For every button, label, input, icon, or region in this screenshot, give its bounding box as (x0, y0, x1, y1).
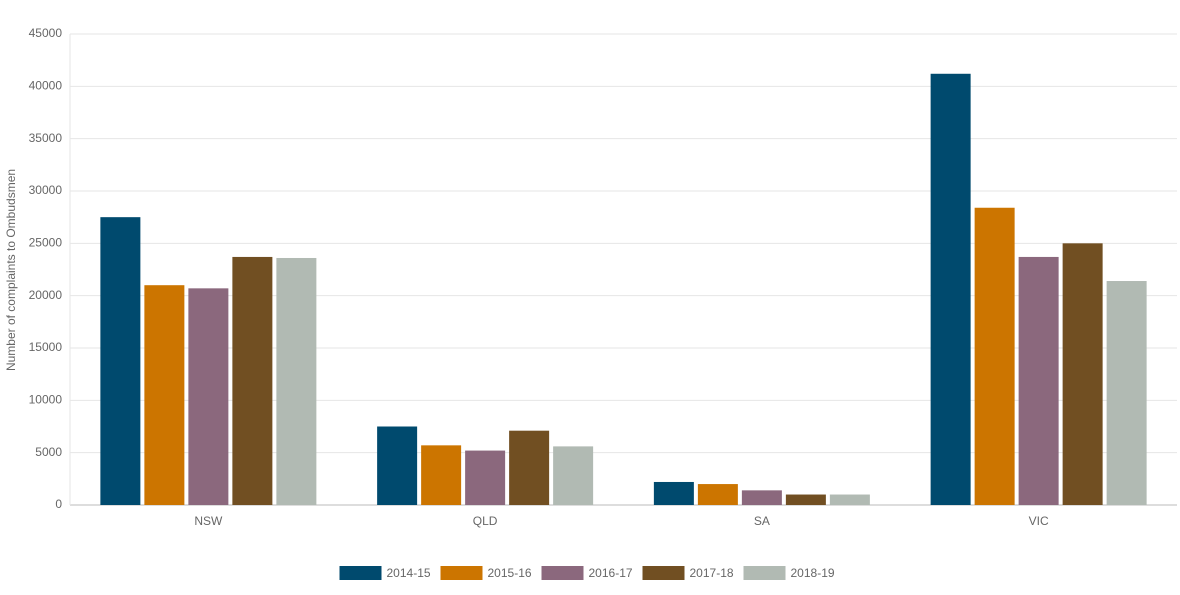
y-tick-label: 10000 (29, 393, 63, 407)
legend-label: 2015-16 (488, 566, 532, 580)
bar (829, 494, 870, 505)
y-axis-label: Number of complaints to Ombudsmen (4, 169, 18, 371)
bar (188, 288, 229, 505)
y-tick-label: 15000 (29, 340, 63, 354)
bar (100, 217, 141, 505)
bar (785, 494, 826, 505)
y-tick-label: 35000 (29, 131, 63, 145)
y-tick-label: 40000 (29, 79, 63, 93)
bar (930, 73, 971, 506)
bar (1062, 243, 1103, 506)
legend-swatch (743, 566, 786, 580)
bar (653, 481, 694, 505)
x-tick-label: NSW (194, 514, 223, 528)
legend-label: 2014-15 (387, 566, 431, 580)
x-tick-label: VIC (1029, 514, 1049, 528)
bar (553, 446, 594, 505)
legend-swatch (440, 566, 483, 580)
y-tick-label: 25000 (29, 236, 63, 250)
legend-swatch (339, 566, 382, 580)
legend-label: 2016-17 (589, 566, 633, 580)
y-tick-label: 5000 (35, 445, 62, 459)
y-tick-label: 45000 (29, 26, 63, 40)
y-tick-label: 20000 (29, 288, 63, 302)
bar (697, 484, 738, 505)
y-tick-label: 0 (55, 497, 62, 511)
bar (421, 445, 462, 505)
bar (741, 490, 782, 505)
legend-swatch (541, 566, 584, 580)
bar (144, 285, 185, 505)
bar (465, 450, 506, 505)
bar (1106, 281, 1147, 505)
legend-label: 2017-18 (690, 566, 734, 580)
bar (232, 256, 273, 505)
legend-swatch (642, 566, 685, 580)
y-tick-label: 30000 (29, 183, 63, 197)
bar (974, 207, 1015, 505)
bar (1018, 256, 1059, 505)
x-tick-label: SA (754, 514, 770, 528)
bar (276, 257, 317, 505)
x-tick-label: QLD (473, 514, 498, 528)
legend-label: 2018-19 (791, 566, 835, 580)
bar (377, 426, 418, 505)
bar (509, 430, 550, 505)
